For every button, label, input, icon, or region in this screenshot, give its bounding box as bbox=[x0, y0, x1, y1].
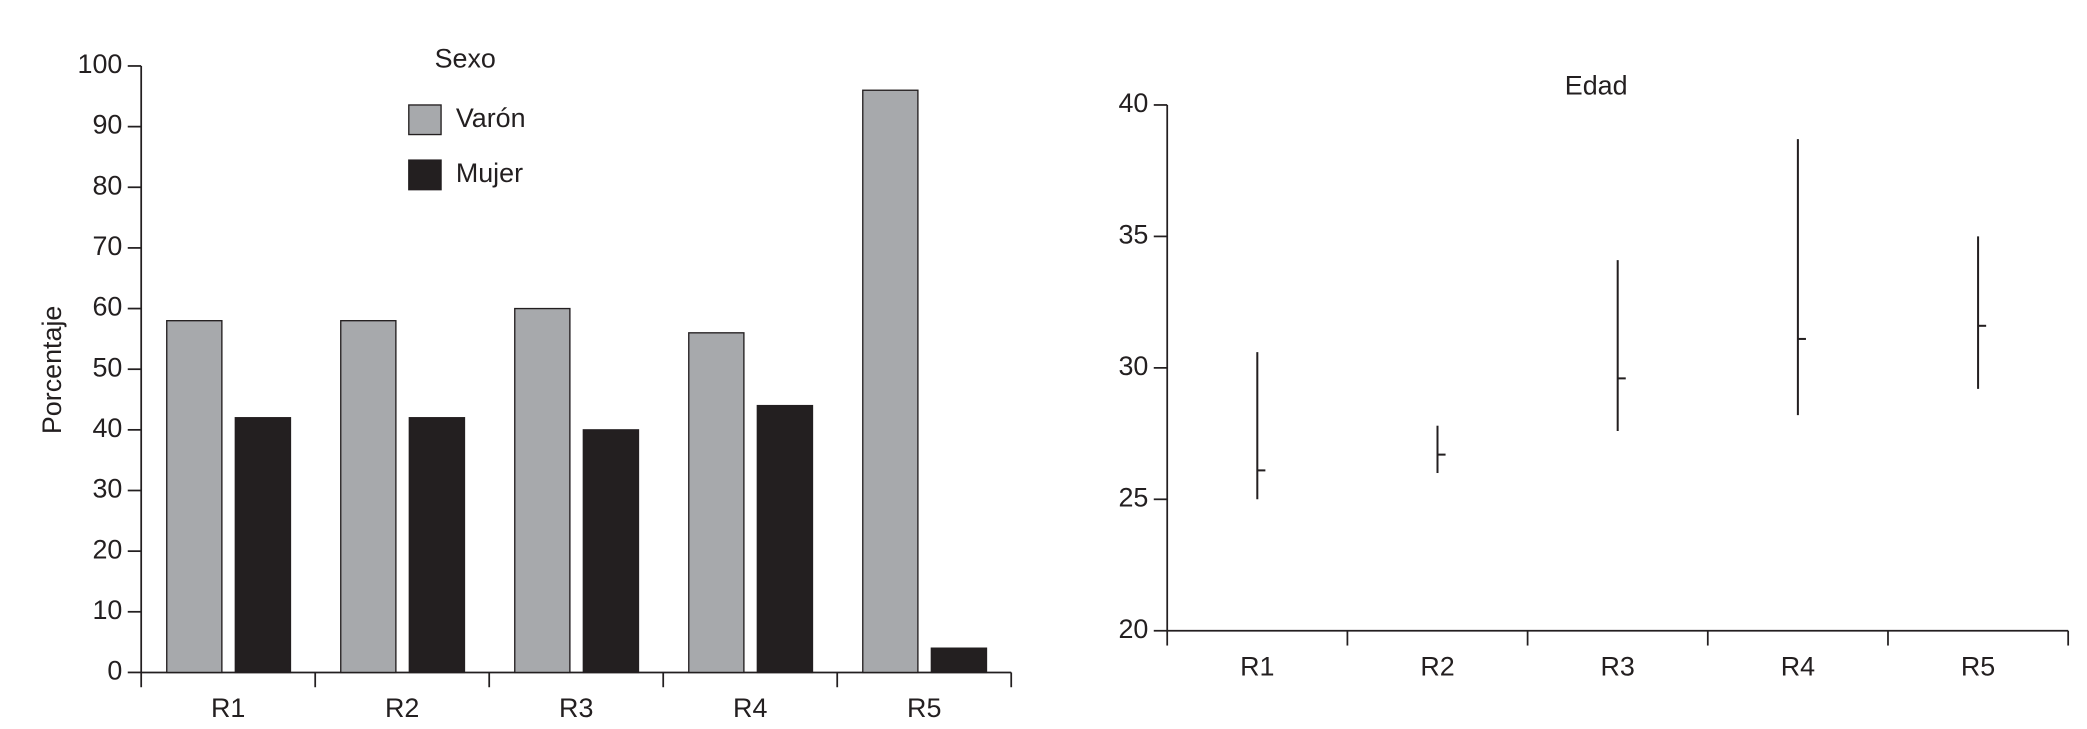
y-tick-label: 10 bbox=[92, 595, 122, 625]
x-tick-label: R5 bbox=[907, 693, 941, 723]
bar bbox=[166, 320, 223, 674]
legend-swatch bbox=[408, 159, 442, 191]
y-tick-label: 30 bbox=[92, 474, 122, 504]
x-tick-label: R4 bbox=[733, 693, 767, 723]
bar bbox=[408, 417, 466, 674]
y-tick-label: 40 bbox=[92, 413, 122, 443]
x-tick-label: R3 bbox=[559, 693, 593, 723]
y-tick-label: 25 bbox=[1118, 482, 1148, 512]
x-tick-label: R1 bbox=[211, 693, 245, 723]
x-tick-label: R4 bbox=[1781, 652, 1815, 682]
y-tick-label: 20 bbox=[1118, 614, 1148, 644]
legend-label: Mujer bbox=[456, 158, 523, 188]
y-tick-label: 20 bbox=[92, 534, 122, 564]
bar bbox=[234, 417, 292, 674]
bar bbox=[930, 647, 988, 674]
y-tick-label: 90 bbox=[92, 110, 122, 140]
y-tick-label: 40 bbox=[1118, 88, 1148, 118]
y-axis-label: Porcentaje bbox=[37, 306, 67, 434]
legend-title: Sexo bbox=[435, 44, 496, 74]
x-tick-label: R2 bbox=[385, 693, 419, 723]
y-tick-label: 30 bbox=[1118, 351, 1148, 381]
y-tick-label: 50 bbox=[92, 352, 122, 382]
bar bbox=[688, 332, 745, 674]
y-tick-label: 100 bbox=[78, 49, 123, 79]
y-tick-label: 35 bbox=[1118, 220, 1148, 250]
y-tick-label: 60 bbox=[92, 292, 122, 322]
bar bbox=[756, 404, 814, 674]
legend-swatch bbox=[408, 104, 442, 136]
x-tick-label: R1 bbox=[1240, 652, 1274, 682]
bar bbox=[514, 307, 571, 674]
y-tick-label: 0 bbox=[107, 656, 122, 686]
chart-title: Edad bbox=[1565, 71, 1628, 101]
x-tick-label: R2 bbox=[1420, 652, 1454, 682]
x-tick-label: R5 bbox=[1961, 652, 1995, 682]
y-tick-label: 70 bbox=[92, 231, 122, 261]
bar bbox=[582, 429, 640, 674]
bar bbox=[340, 320, 397, 674]
bar bbox=[862, 89, 919, 674]
y-tick-label: 80 bbox=[92, 170, 122, 200]
x-tick-label: R3 bbox=[1601, 652, 1635, 682]
legend-label: Varón bbox=[456, 103, 526, 133]
